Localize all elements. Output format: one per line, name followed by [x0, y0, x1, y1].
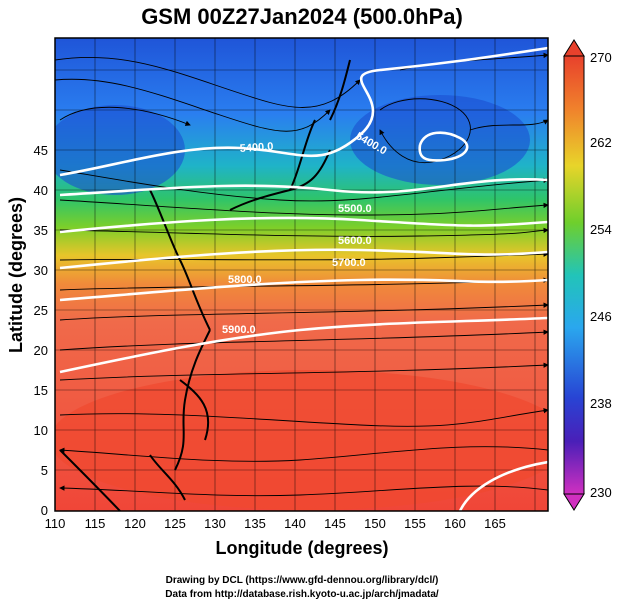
- x-axis: 110 115 120 125 130 135 140 145 150 155 …: [45, 516, 506, 531]
- x-tick-label: 165: [484, 516, 506, 531]
- colorbar-tick-label: 230: [590, 485, 612, 500]
- x-tick-label: 130: [204, 516, 226, 531]
- figure-title: GSM 00Z27Jan2024 (500.0hPa): [141, 4, 463, 29]
- y-tick-label: 35: [34, 223, 48, 238]
- x-tick-label: 140: [284, 516, 306, 531]
- colorbar-tick-label: 262: [590, 135, 612, 150]
- colorbar-bottom-arrow: [563, 493, 585, 511]
- x-tick-label: 145: [324, 516, 346, 531]
- contour-label: 5800.0: [228, 274, 262, 286]
- y-tick-label: 25: [34, 303, 48, 318]
- y-tick-label: 5: [41, 463, 48, 478]
- x-tick-label: 160: [444, 516, 466, 531]
- x-tick-label: 115: [85, 516, 106, 531]
- streamlines: [55, 52, 548, 497]
- cold-pool-east: [350, 95, 530, 185]
- plot-frame: [54, 37, 549, 512]
- height-contours: [59, 46, 548, 511]
- y-tick-label: 45: [34, 143, 48, 158]
- colorbar-scale: [563, 55, 585, 495]
- y-tick-label: 0: [41, 503, 48, 518]
- x-tick-label: 125: [164, 516, 186, 531]
- y-axis-label: Latitude (degrees): [6, 197, 26, 353]
- colorbar-tick-label: 238: [590, 396, 612, 411]
- y-tick-label: 20: [34, 343, 48, 358]
- credit-data: Data from http://database.rish.kyoto-u.a…: [165, 589, 439, 600]
- x-tick-label: 150: [364, 516, 386, 531]
- y-tick-label: 10: [34, 423, 48, 438]
- contour-label: 5900.0: [222, 324, 256, 336]
- x-tick-label: 120: [124, 516, 146, 531]
- y-tick-label: 30: [34, 263, 48, 278]
- x-tick-label: 110: [45, 516, 66, 531]
- plot-area: 5400.0 5400.0 5500.0 5600.0 5700.0 5800.…: [55, 38, 548, 511]
- warm-pool-south: [55, 370, 548, 510]
- colorbar-top-arrow: [563, 39, 585, 57]
- colorbar-tick-label: 246: [590, 309, 612, 324]
- graticule: [55, 38, 548, 511]
- colorbar: 270 262 254 246 238 230: [563, 39, 612, 511]
- contour-label: 5700.0: [332, 257, 366, 269]
- x-tick-label: 155: [404, 516, 426, 531]
- y-tick-label: 15: [34, 383, 48, 398]
- x-axis-label: Longitude (degrees): [215, 538, 388, 558]
- credit-drawing: Drawing by DCL (https://www.gfd-dennou.o…: [166, 575, 439, 586]
- y-axis: 0 5 10 15 20 25 30 35 40 45: [34, 143, 48, 518]
- coastlines: [59, 59, 351, 511]
- colorbar-tick-label: 254: [590, 222, 612, 237]
- y-tick-label: 40: [34, 183, 48, 198]
- contour-label: 5400.0: [239, 141, 273, 155]
- x-tick-label: 135: [244, 516, 266, 531]
- contour-label: 5500.0: [338, 203, 372, 215]
- contour-label: 5600.0: [338, 235, 372, 247]
- colorbar-tick-label: 270: [590, 50, 612, 65]
